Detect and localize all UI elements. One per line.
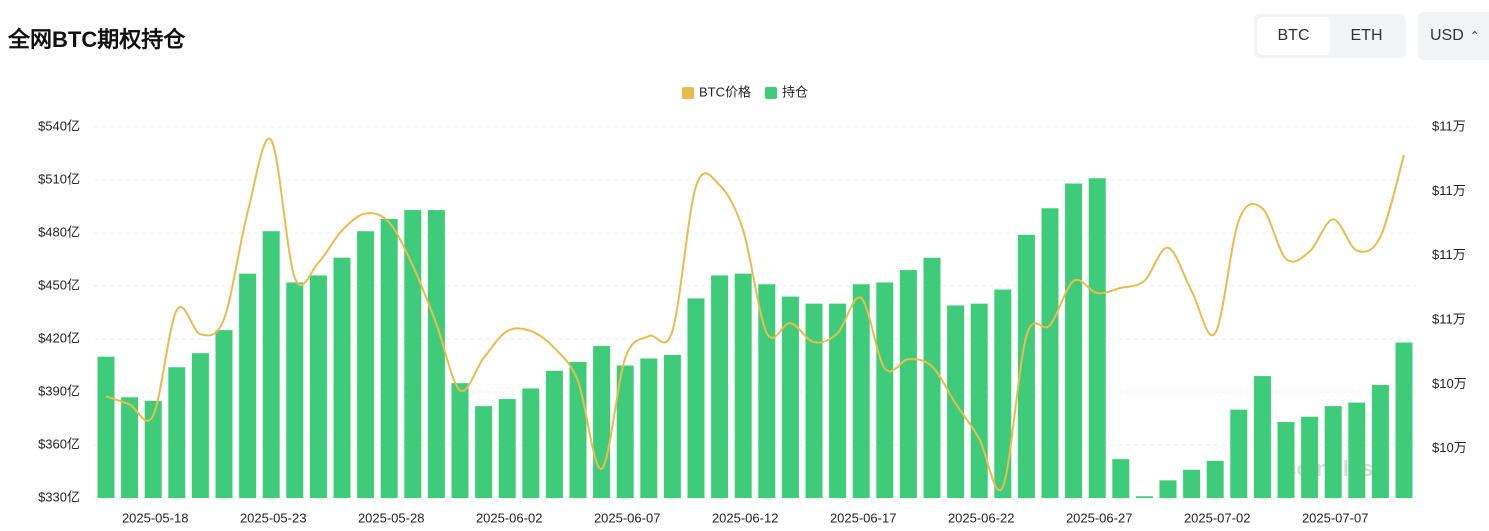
bar (262, 231, 280, 498)
y-tick-label: $480亿 (38, 224, 80, 239)
bar (427, 210, 445, 499)
bar (663, 354, 681, 498)
bar (239, 273, 257, 498)
bar (1301, 416, 1319, 498)
y2-tick-label: $11万 (1432, 183, 1466, 198)
x-tick-label: 2025-06-07 (594, 510, 661, 525)
coin-tabs: BTC ETH (1254, 14, 1406, 58)
bar (333, 257, 351, 498)
y-tick-label: $540亿 (38, 118, 80, 133)
bar (404, 210, 422, 499)
bar (522, 388, 540, 498)
y-tick-label: $330亿 (38, 489, 80, 504)
bar (380, 218, 398, 498)
bar (545, 370, 563, 498)
bar (805, 303, 823, 498)
x-tick-label: 2025-05-23 (240, 510, 307, 525)
bar (852, 284, 870, 498)
bar (1371, 384, 1389, 498)
bar (286, 282, 304, 498)
bar (876, 282, 894, 498)
bar (1041, 208, 1059, 498)
bar (687, 298, 705, 498)
bar (1159, 480, 1177, 498)
bar (711, 275, 729, 498)
bar (1324, 406, 1342, 498)
bar (144, 400, 162, 498)
bar (309, 275, 327, 498)
bar (1017, 234, 1035, 498)
bar (215, 330, 233, 498)
bar (1112, 459, 1130, 498)
x-tick-label: 2025-05-28 (358, 510, 425, 525)
y2-tick-label: $11万 (1432, 118, 1466, 133)
bar (593, 346, 611, 498)
currency-select[interactable]: USD ⌃ (1418, 12, 1489, 60)
y-tick-label: $510亿 (38, 171, 80, 186)
legend-label: 持仓 (782, 84, 808, 99)
y-tick-label: $360亿 (38, 436, 80, 451)
x-tick-label: 2025-07-02 (1184, 510, 1251, 525)
bar (923, 257, 941, 498)
x-tick-label: 2025-06-17 (830, 510, 897, 525)
bar (475, 406, 493, 498)
bar (640, 358, 658, 498)
legend-label: BTC价格 (699, 84, 751, 99)
x-tick-label: 2025-05-18 (122, 510, 189, 525)
y2-tick-label: $10万 (1432, 376, 1467, 391)
tab[interactable]: BTC (1257, 17, 1330, 55)
bar (451, 383, 469, 498)
bar (191, 353, 209, 498)
y-tick-label: $390亿 (38, 383, 80, 398)
caret: ⌃ (1469, 29, 1480, 43)
x-tick-label: 2025-07-07 (1302, 510, 1369, 525)
tab[interactable]: ETH (1350, 27, 1383, 44)
bar (1230, 409, 1248, 498)
bar (616, 365, 634, 498)
bar (498, 399, 516, 498)
x-tick-label: 2025-06-02 (476, 510, 543, 525)
y2-tick-label: $11万 (1432, 311, 1466, 326)
bar (357, 231, 375, 498)
bar (899, 270, 917, 498)
y-tick-label: $450亿 (38, 277, 80, 292)
bar (1253, 376, 1271, 498)
x-tick-label: 2025-06-12 (712, 510, 779, 525)
y-tick-label: $420亿 (38, 330, 80, 345)
bar (1088, 178, 1106, 498)
bar (1206, 460, 1224, 498)
bar (1395, 342, 1413, 498)
bar (1135, 496, 1153, 498)
bar (168, 367, 186, 498)
bar (1277, 422, 1295, 498)
x-tick-label: 2025-06-27 (1066, 510, 1133, 525)
y2-tick-label: $11万 (1432, 247, 1466, 262)
bar (97, 356, 115, 498)
legend-swatch (682, 87, 694, 99)
y2-tick-label: $10万 (1432, 440, 1467, 455)
price-line (105, 137, 1405, 492)
bar (121, 397, 139, 498)
bar (781, 296, 799, 498)
bar (994, 289, 1012, 498)
bar (734, 273, 752, 498)
bar (1348, 402, 1366, 498)
currency: USD (1430, 27, 1464, 44)
page-title: 全网BTC期权持仓 (8, 27, 186, 52)
legend-swatch (765, 87, 778, 99)
bar (970, 303, 988, 498)
bar (1183, 469, 1201, 498)
bar (829, 303, 847, 498)
bar (1065, 183, 1083, 499)
x-tick-label: 2025-06-22 (948, 510, 1015, 525)
